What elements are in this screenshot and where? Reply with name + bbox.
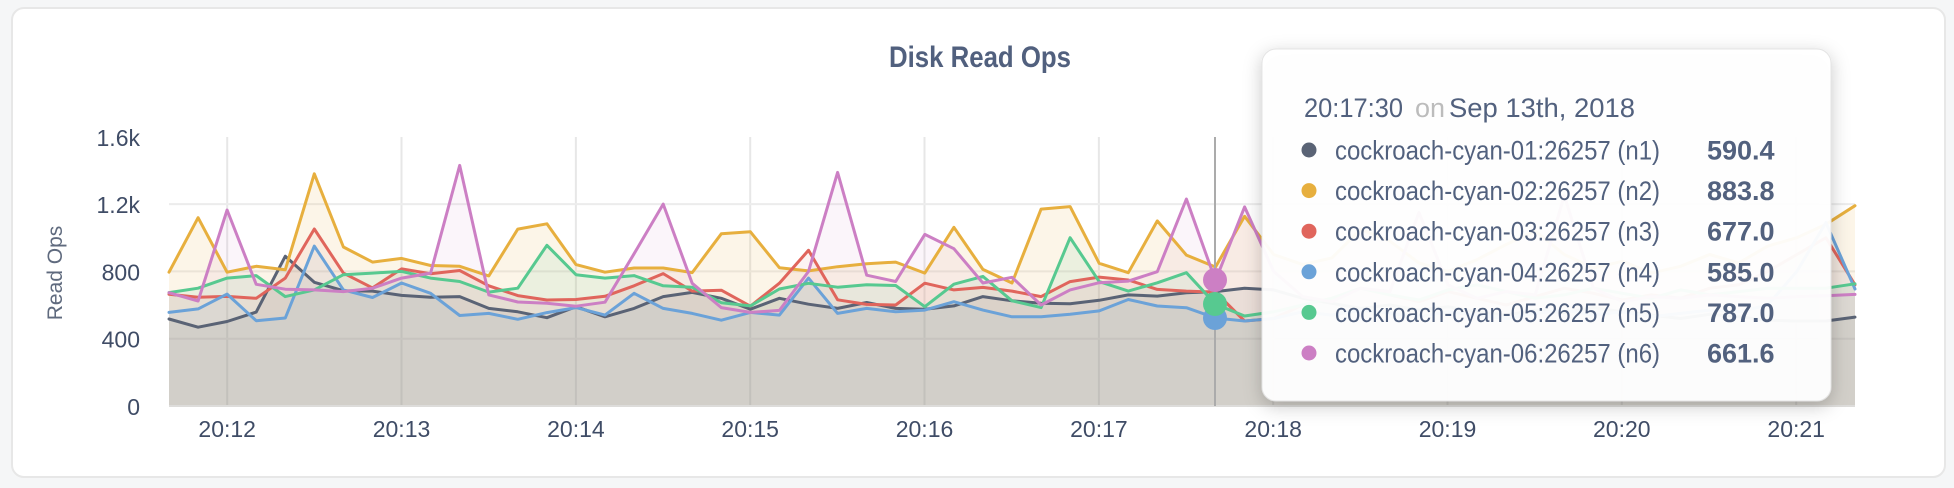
svg-text:20:13: 20:13 — [373, 416, 431, 442]
svg-text:cockroach-cyan-06:26257 (n6): cockroach-cyan-06:26257 (n6) — [1335, 339, 1660, 369]
svg-text:20:12: 20:12 — [198, 416, 256, 442]
svg-text:20:20: 20:20 — [1593, 416, 1651, 442]
svg-text:Disk Read Ops: Disk Read Ops — [889, 41, 1071, 74]
svg-text:on: on — [1415, 93, 1445, 123]
svg-text:cockroach-cyan-03:26257 (n3): cockroach-cyan-03:26257 (n3) — [1335, 217, 1660, 247]
svg-text:20:16: 20:16 — [896, 416, 954, 442]
svg-text:400: 400 — [102, 327, 140, 353]
svg-text:1.2k: 1.2k — [97, 192, 141, 218]
svg-text:883.8: 883.8 — [1707, 176, 1775, 206]
svg-text:20:21: 20:21 — [1767, 416, 1825, 442]
svg-text:787.0: 787.0 — [1707, 298, 1775, 328]
svg-text:Read Ops: Read Ops — [44, 226, 67, 321]
svg-text:800: 800 — [102, 259, 140, 285]
svg-text:20:14: 20:14 — [547, 416, 605, 442]
svg-text:0: 0 — [127, 394, 140, 420]
svg-text:cockroach-cyan-04:26257 (n4): cockroach-cyan-04:26257 (n4) — [1335, 257, 1660, 287]
svg-text:20:17:30: 20:17:30 — [1304, 93, 1403, 123]
svg-text:1.6k: 1.6k — [97, 125, 141, 151]
svg-text:677.0: 677.0 — [1707, 217, 1775, 247]
svg-text:20:15: 20:15 — [721, 416, 779, 442]
svg-text:585.0: 585.0 — [1707, 257, 1775, 287]
svg-text:661.6: 661.6 — [1707, 339, 1775, 369]
svg-text:Sep 13th, 2018: Sep 13th, 2018 — [1449, 93, 1635, 123]
svg-text:cockroach-cyan-05:26257 (n5): cockroach-cyan-05:26257 (n5) — [1335, 298, 1660, 328]
svg-text:20:19: 20:19 — [1419, 416, 1477, 442]
svg-text:590.4: 590.4 — [1707, 136, 1775, 166]
svg-text:20:18: 20:18 — [1244, 416, 1302, 442]
svg-text:20:17: 20:17 — [1070, 416, 1128, 442]
svg-text:cockroach-cyan-02:26257 (n2): cockroach-cyan-02:26257 (n2) — [1335, 176, 1660, 206]
svg-text:cockroach-cyan-01:26257 (n1): cockroach-cyan-01:26257 (n1) — [1335, 136, 1660, 166]
